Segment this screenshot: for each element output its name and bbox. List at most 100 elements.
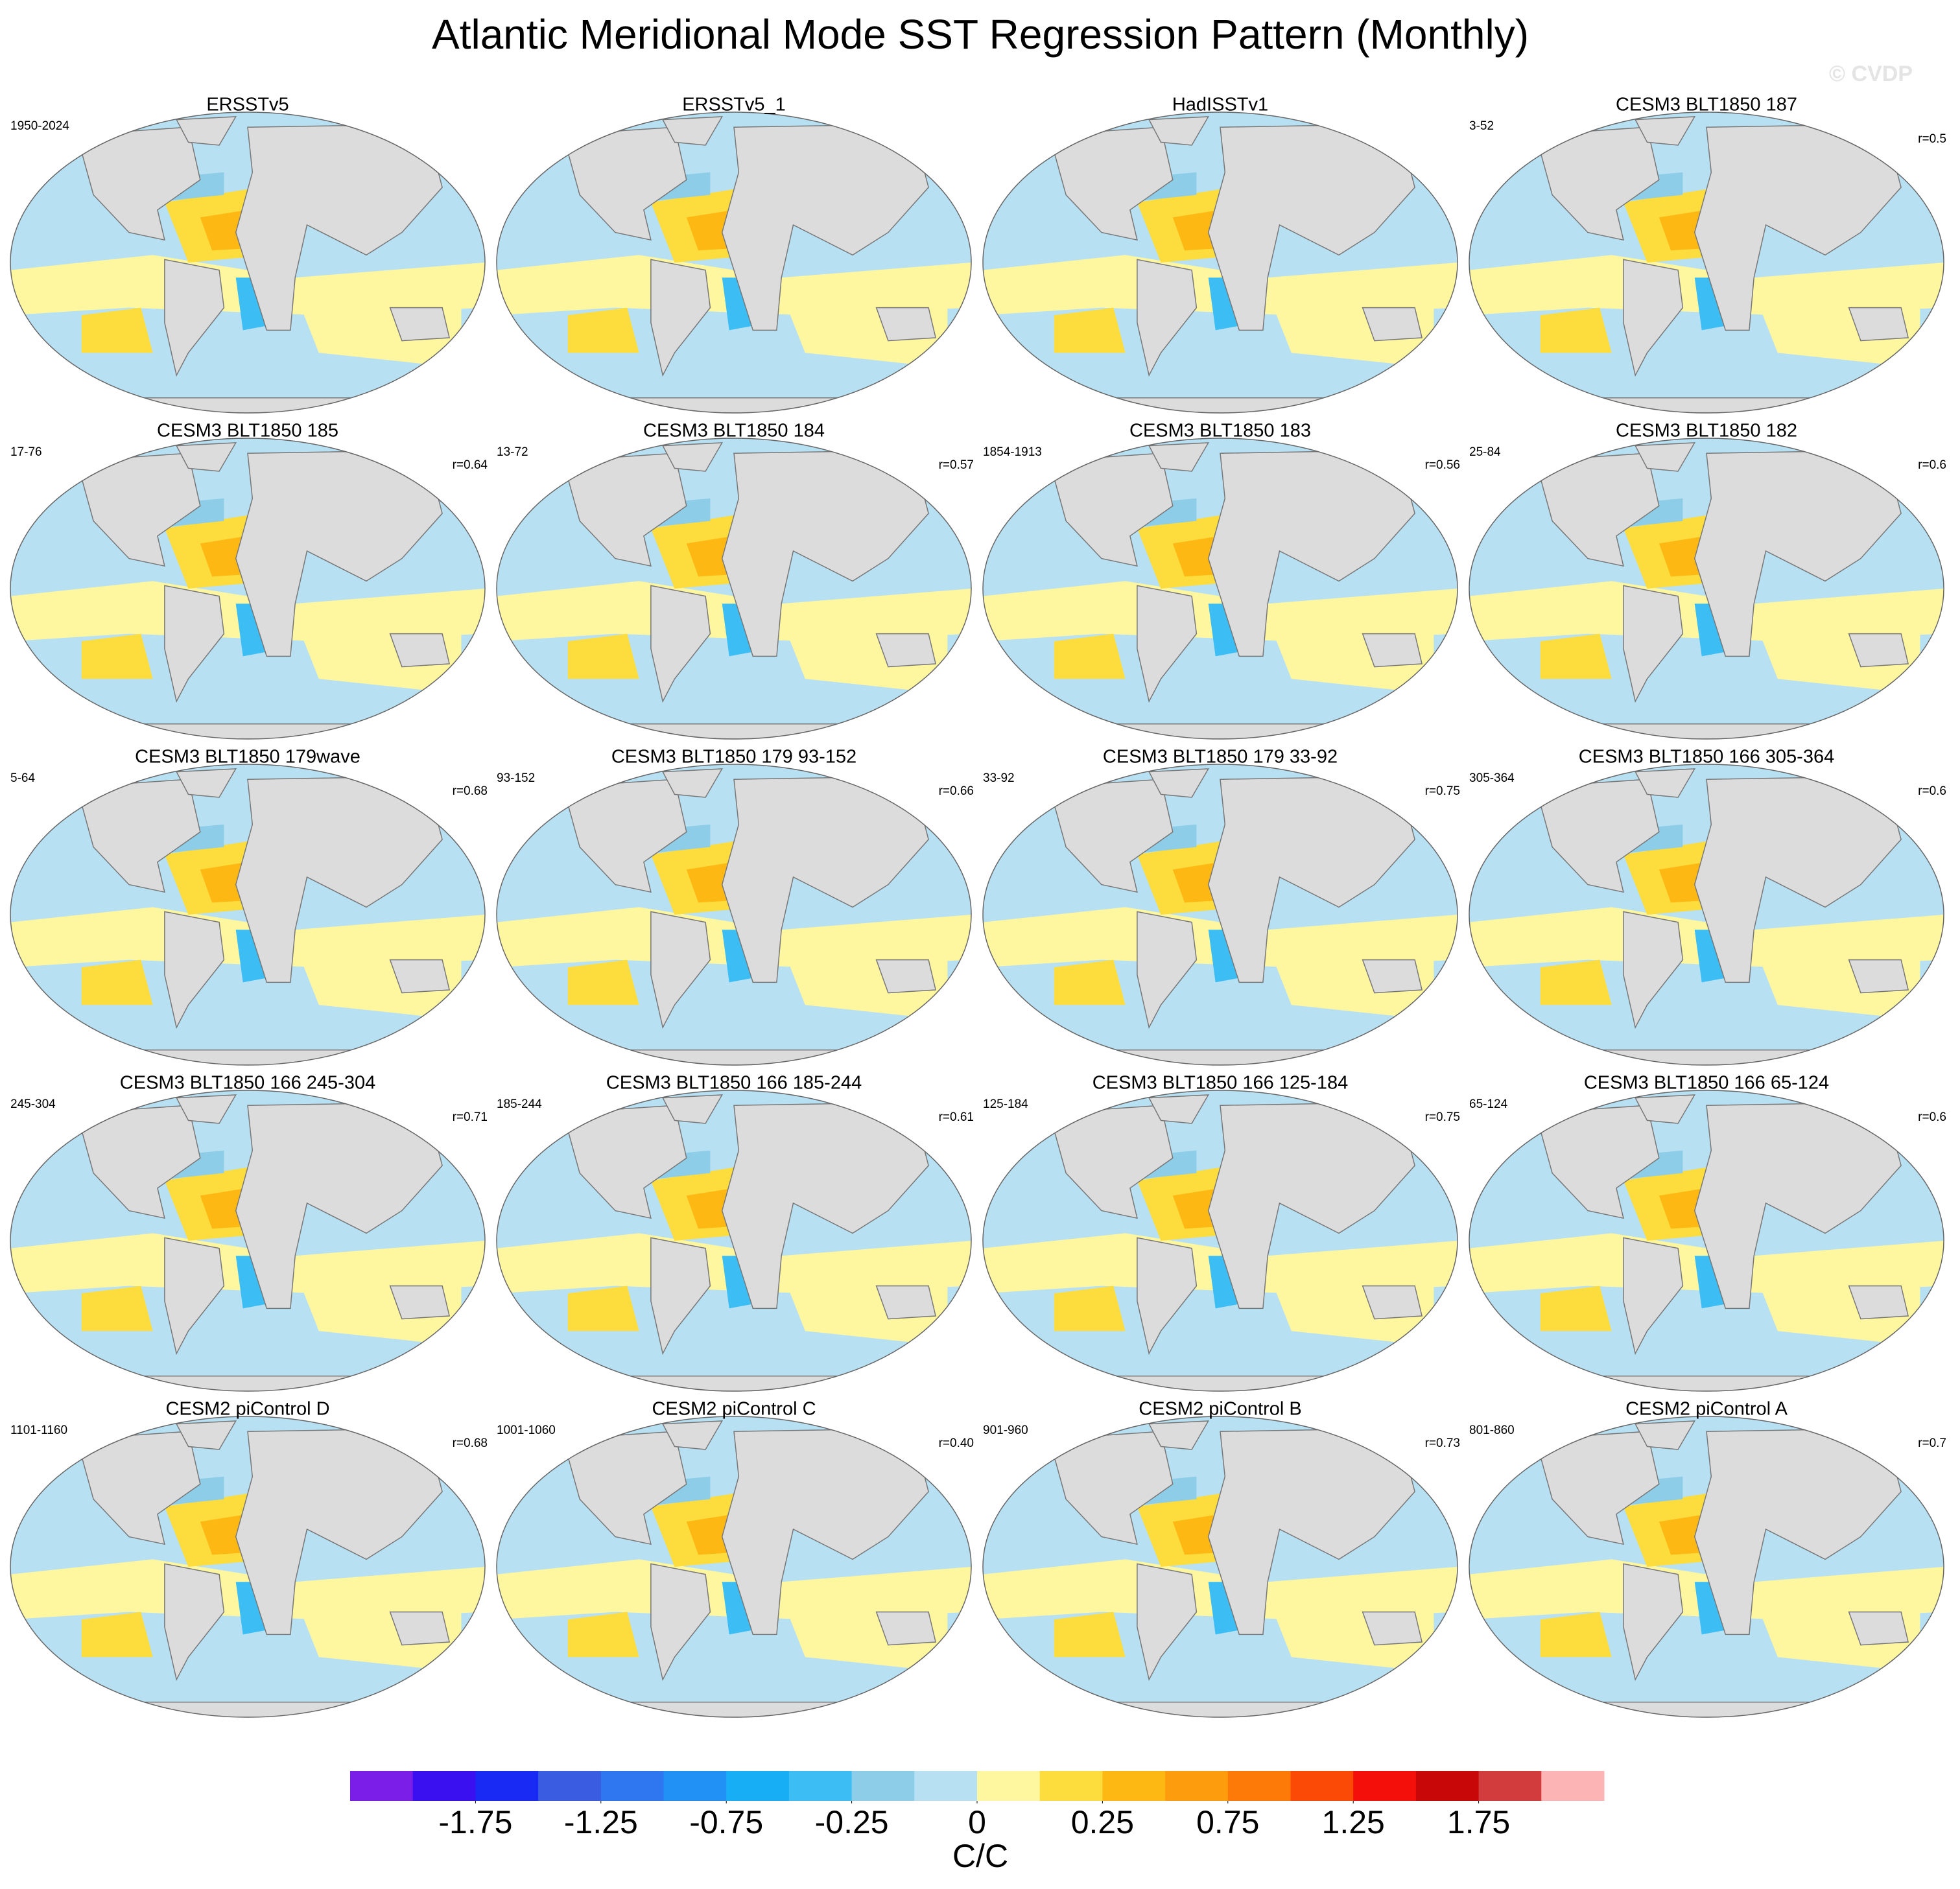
land [650,1563,711,1682]
land [1076,1050,1364,1065]
land [1137,259,1198,377]
panel-period: 801-860 [1469,1424,1515,1437]
land [389,307,451,342]
panel-correlation: r=0.5 [1918,132,1946,146]
panel-correlation: r=0.68 [453,784,488,798]
sst-region [1754,611,1920,694]
watermark: © CVDP [1829,62,1913,86]
sst-region [1754,1589,1920,1672]
land [1634,442,1696,472]
colorbar-box [350,1771,414,1801]
map-body [497,1090,971,1391]
panel-period: 33-92 [983,771,1015,785]
panel-title: CESM3 BLT1850 166 305-364 [1579,747,1834,768]
panel-title: CESM2 piControl A [1625,1399,1788,1420]
colorbar-tick-label: -0.75 [689,1804,763,1840]
colorbar-box [1227,1771,1291,1801]
land [1623,585,1684,703]
land [164,585,225,703]
panel-correlation: r=0.6 [1918,458,1946,472]
land [1623,259,1684,377]
map-outline [10,1416,486,1718]
panel-period: 125-184 [983,1097,1028,1111]
map-panel: HadISSTv1 [982,95,1458,414]
land [235,1427,443,1636]
land [1694,449,1902,657]
land [1694,123,1902,331]
map-body [497,438,971,739]
colorbar-box [851,1771,915,1801]
colorbar-box [914,1771,978,1801]
map-body [497,1416,971,1717]
map-outline [982,111,1458,414]
land [1076,1702,1364,1717]
land [104,1376,392,1391]
sst-region [567,307,639,353]
land [1362,633,1423,668]
land [175,768,237,798]
land [104,1050,392,1065]
map-outline [10,764,486,1066]
panel-correlation: r=0.71 [453,1110,488,1124]
panel-title: CESM3 BLT1850 187 [1616,95,1797,115]
land [590,1376,878,1391]
sst-region [1268,937,1434,1020]
land [1623,1237,1684,1355]
map-panel: ERSSTv5 1950-2024 [10,95,486,414]
sst-region [81,1285,153,1332]
land [1207,1101,1415,1309]
land [1623,1563,1684,1682]
colorbar-tick-label: 0 [968,1804,986,1840]
sst-region [781,285,948,368]
sst-region [567,1285,639,1332]
panel-title: CESM3 BLT1850 184 [643,421,825,441]
land [175,442,237,472]
land [1362,1285,1423,1320]
land [1694,1101,1902,1309]
map-outline [982,438,1458,740]
land [1563,1376,1850,1391]
land [1634,1094,1696,1124]
map-body [10,1090,485,1391]
map-panel: CESM3 BLT1850 183 1854-1913 r=0.56 [982,421,1460,740]
sst-region [1054,633,1126,679]
map-body [497,764,971,1065]
sst-region [81,959,153,1005]
map-outline [1469,438,1944,740]
sst-region [567,1612,639,1658]
colorbar-box [412,1771,476,1801]
colorbar-tick-label: 1.75 [1447,1804,1510,1840]
land [875,633,937,668]
map-body [1469,1416,1944,1717]
land [590,397,878,413]
land [1848,307,1909,342]
colorbar-tick-label: 1.25 [1322,1804,1385,1840]
panel-period: 901-960 [983,1424,1028,1437]
land [1362,959,1423,994]
land [1137,911,1198,1029]
sst-region [1540,959,1612,1005]
land [1848,1285,1909,1320]
map-body [983,1416,1458,1717]
map-body [983,1090,1458,1391]
panel-correlation: r=0.64 [453,458,488,472]
map-panel: CESM3 BLT1850 166 125-184 125-184 r=0.75 [982,1073,1460,1392]
sst-region [295,937,462,1020]
sst-region [1054,959,1126,1005]
land [235,449,443,657]
land [721,775,929,983]
land [175,1094,237,1124]
sst-region [295,1589,462,1672]
land [1848,959,1909,994]
land [164,1563,225,1682]
map-panel: CESM3 BLT1850 179wave 5-64 r=0.68 [10,747,488,1066]
sst-region [1268,1589,1434,1672]
map-panel: CESM3 BLT1850 179 33-92 33-92 r=0.75 [982,747,1460,1066]
land [590,723,878,739]
land [1207,775,1415,983]
panel-title: CESM2 piControl D [165,1399,329,1420]
map-body [10,438,485,739]
sst-region [295,1263,462,1346]
panel-correlation: r=0.6 [1918,784,1946,798]
sst-region [1754,285,1920,368]
